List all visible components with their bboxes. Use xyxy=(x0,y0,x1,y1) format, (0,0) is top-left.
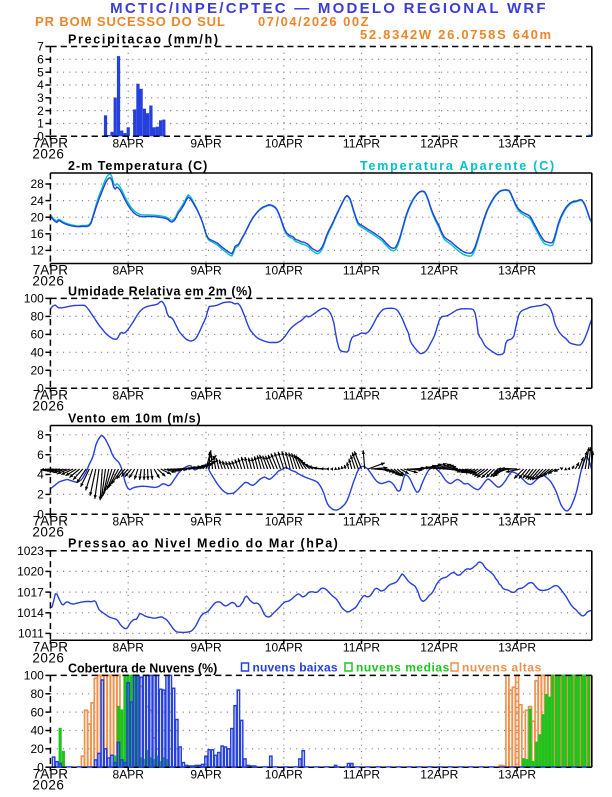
svg-text:12APR: 12APR xyxy=(420,514,458,528)
svg-text:40: 40 xyxy=(30,724,44,738)
svg-text:12APR: 12APR xyxy=(420,137,458,151)
svg-text:10APR: 10APR xyxy=(265,514,303,528)
svg-text:nuvens medias: nuvens medias xyxy=(356,661,450,675)
svg-text:9APR: 9APR xyxy=(190,514,222,528)
svg-text:9APR: 9APR xyxy=(190,640,222,654)
svg-text:2026: 2026 xyxy=(32,399,64,414)
svg-text:28: 28 xyxy=(30,177,44,191)
svg-text:10APR: 10APR xyxy=(265,137,303,151)
svg-text:nuvens altas: nuvens altas xyxy=(462,661,542,675)
svg-text:80: 80 xyxy=(30,687,44,701)
svg-text:Vento em 10m (m/s): Vento em 10m (m/s) xyxy=(68,412,202,426)
svg-text:07/04/2026 00Z: 07/04/2026 00Z xyxy=(258,14,370,29)
svg-text:6: 6 xyxy=(37,53,44,67)
svg-text:10APR: 10APR xyxy=(265,640,303,654)
svg-text:100: 100 xyxy=(24,669,44,683)
svg-text:1: 1 xyxy=(37,117,44,131)
svg-text:9APR: 9APR xyxy=(190,137,222,151)
svg-text:10APR: 10APR xyxy=(265,767,303,781)
svg-text:2026: 2026 xyxy=(32,777,64,792)
svg-text:1023: 1023 xyxy=(17,544,44,558)
svg-text:2026: 2026 xyxy=(32,524,64,539)
svg-text:40: 40 xyxy=(30,346,44,360)
svg-text:80: 80 xyxy=(30,310,44,324)
svg-text:2: 2 xyxy=(37,488,44,502)
svg-text:12APR: 12APR xyxy=(420,767,458,781)
svg-text:8APR: 8APR xyxy=(113,264,145,278)
svg-text:2026: 2026 xyxy=(32,274,64,289)
svg-text:2: 2 xyxy=(37,104,44,118)
svg-text:12APR: 12APR xyxy=(420,640,458,654)
svg-text:11APR: 11APR xyxy=(343,514,380,528)
svg-text:8APR: 8APR xyxy=(113,640,145,654)
svg-text:13APR: 13APR xyxy=(498,264,536,278)
svg-text:PR BOM SUCESSO DO SUL: PR BOM SUCESSO DO SUL xyxy=(35,14,226,29)
svg-text:24: 24 xyxy=(30,194,44,208)
svg-text:13APR: 13APR xyxy=(498,514,536,528)
svg-text:9APR: 9APR xyxy=(190,389,222,403)
svg-text:10APR: 10APR xyxy=(265,264,303,278)
svg-text:1020: 1020 xyxy=(17,565,44,579)
svg-text:6: 6 xyxy=(37,448,44,462)
svg-text:60: 60 xyxy=(30,328,44,342)
svg-text:7: 7 xyxy=(37,40,44,54)
svg-text:13APR: 13APR xyxy=(498,137,536,151)
svg-text:52.8342W 26.0758S 640m: 52.8342W 26.0758S 640m xyxy=(360,27,553,42)
svg-text:8APR: 8APR xyxy=(113,514,145,528)
svg-text:13APR: 13APR xyxy=(498,767,536,781)
svg-text:nuvens baixas: nuvens baixas xyxy=(253,661,338,675)
svg-text:5: 5 xyxy=(37,65,44,79)
svg-text:13APR: 13APR xyxy=(498,389,536,403)
svg-text:9APR: 9APR xyxy=(190,767,222,781)
svg-text:8APR: 8APR xyxy=(113,137,145,151)
svg-text:4: 4 xyxy=(37,78,44,92)
svg-text:Umidade Relativa em 2m (%): Umidade Relativa em 2m (%) xyxy=(68,285,253,299)
svg-text:20: 20 xyxy=(30,210,44,224)
svg-text:Cobertura de Nuvens (%): Cobertura de Nuvens (%) xyxy=(68,662,217,676)
svg-text:11APR: 11APR xyxy=(343,640,380,654)
svg-text:8APR: 8APR xyxy=(113,389,145,403)
svg-text:20: 20 xyxy=(30,364,44,378)
svg-text:8APR: 8APR xyxy=(113,767,145,781)
svg-text:9APR: 9APR xyxy=(190,264,222,278)
svg-text:12APR: 12APR xyxy=(420,264,458,278)
svg-text:12: 12 xyxy=(30,244,44,258)
svg-text:2026: 2026 xyxy=(32,650,64,665)
svg-text:1017: 1017 xyxy=(17,585,44,599)
svg-text:11APR: 11APR xyxy=(343,767,380,781)
svg-text:100: 100 xyxy=(24,292,44,306)
svg-text:8: 8 xyxy=(37,428,44,442)
svg-text:12APR: 12APR xyxy=(420,389,458,403)
svg-text:3: 3 xyxy=(37,91,44,105)
svg-text:2-m Temperatura (C): 2-m Temperatura (C) xyxy=(68,159,208,173)
svg-text:1014: 1014 xyxy=(17,606,44,620)
svg-text:2026: 2026 xyxy=(32,147,64,162)
svg-text:Pressao ao Nivel Medio do Mar: Pressao ao Nivel Medio do Mar (hPa) xyxy=(68,537,339,551)
svg-text:16: 16 xyxy=(30,227,44,241)
svg-text:4: 4 xyxy=(37,468,44,482)
svg-text:11APR: 11APR xyxy=(343,389,380,403)
svg-text:60: 60 xyxy=(30,705,44,719)
svg-text:11APR: 11APR xyxy=(343,137,380,151)
svg-text:11APR: 11APR xyxy=(343,264,380,278)
svg-text:Precipitacao (mm/h): Precipitacao (mm/h) xyxy=(68,33,220,47)
svg-text:13APR: 13APR xyxy=(498,640,536,654)
svg-text:10APR: 10APR xyxy=(265,389,303,403)
svg-text:20: 20 xyxy=(30,742,44,756)
svg-text:Temperatura Aparente (C): Temperatura Aparente (C) xyxy=(360,159,556,173)
